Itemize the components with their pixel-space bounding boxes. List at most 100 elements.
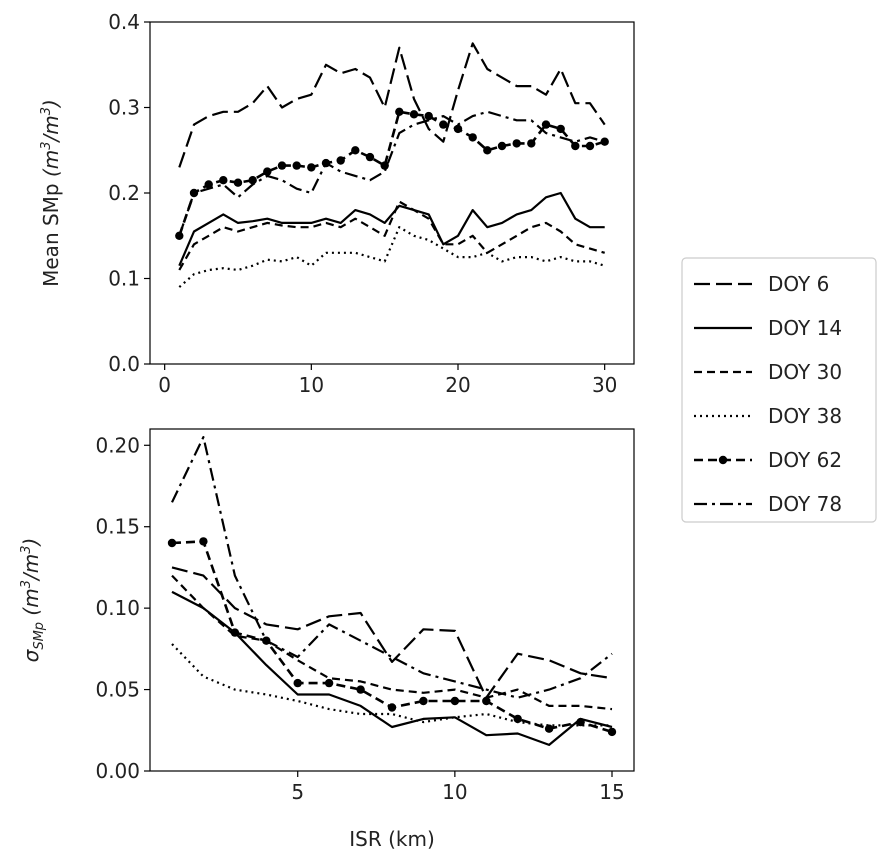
top-y-tick-label: 0.1	[108, 267, 140, 291]
bottom-plot-series-lines	[167, 436, 617, 747]
bottom-y-label-sigma: σ	[19, 648, 43, 662]
legend-label-doy-38: DOY 38	[768, 404, 842, 428]
bottom-doy-62-marker	[513, 714, 522, 724]
legend-frame	[681, 257, 877, 523]
bottom-y-tick-label: 0.10	[95, 596, 140, 620]
top-doy-62-marker	[453, 124, 463, 134]
top-doy-62-marker	[409, 110, 419, 119]
bottom-series-doy-78	[171, 436, 613, 699]
top-y-label-main: Mean SMp	[39, 177, 63, 287]
top-plot-x-ticks: 0 10 20 30	[158, 364, 617, 397]
bottom-doy-62-marker	[167, 538, 177, 548]
top-plot-mean-smp: 0 10 20 30 0.00.10.20.30.4 Mean SMp (m3/m3)	[39, 10, 635, 397]
top-series-doy-14	[178, 191, 605, 267]
bottom-y-tick-label: 0.20	[95, 433, 140, 457]
legend-item-doy-62: DOY 62	[694, 448, 842, 472]
bottom-doy-62-marker	[419, 696, 428, 706]
bottom-x-tick-label: 10	[442, 780, 467, 804]
bottom-y-tick-label: 0.05	[95, 678, 140, 702]
bottom-plot-x-axis-label: ISR (km)	[349, 827, 435, 851]
bottom-doy-62-marker	[199, 537, 208, 546]
top-x-tick-label: 20	[445, 373, 470, 397]
bottom-y-label-sub: SMp	[32, 622, 47, 650]
legend-item-doy-14: DOY 14	[694, 316, 842, 340]
legend-marker-doy-62	[718, 455, 728, 465]
top-series-doy-62	[178, 110, 606, 237]
top-doy-62-marker	[541, 120, 551, 129]
top-doy-62-marker	[336, 156, 345, 165]
bottom-plot-frame	[149, 428, 635, 772]
top-y-tick-label: 0.2	[108, 181, 140, 205]
top-doy-62-marker	[395, 107, 404, 117]
legend-label-doy-14: DOY 14	[768, 316, 842, 340]
top-y-label-sup2: 3	[39, 107, 54, 115]
top-doy-62-marker	[512, 139, 521, 148]
bottom-plot-sigma-smp: 5 10 15 0.00 0.05 0.10 0.15 0.20 ISR (km) σSMp…	[19, 428, 635, 851]
bottom-plot-y-axis-label: σSMp (m3/m3)	[19, 538, 47, 663]
bottom-doy-62-marker	[450, 696, 460, 706]
top-series-doy-38	[178, 226, 606, 288]
top-doy-62-marker	[263, 167, 272, 176]
bottom-plot-x-ticks: 5 10 15	[291, 771, 625, 804]
top-plot-series-lines	[175, 42, 609, 288]
top-doy-62-marker	[527, 139, 536, 148]
top-doy-62-marker	[307, 163, 316, 172]
top-doy-62-marker	[380, 161, 389, 170]
top-series-doy-30	[178, 200, 606, 271]
legend-label-doy-6: DOY 6	[768, 272, 829, 296]
top-y-label-sup1: 3	[39, 141, 54, 149]
top-y-tick-label: 0.4	[108, 10, 140, 34]
top-doy-62-marker	[483, 146, 492, 155]
bottom-y-label-unit-c: )	[19, 538, 43, 548]
top-y-label-unit-b: /m	[39, 115, 63, 143]
top-doy-62-marker	[277, 161, 287, 170]
bottom-doy-62-marker	[230, 628, 240, 637]
top-doy-62-marker	[468, 133, 477, 142]
bottom-doy-62-marker	[482, 696, 491, 706]
top-x-tick-label: 10	[299, 373, 324, 397]
bottom-doy-62-marker	[356, 685, 365, 694]
bottom-doy-62-marker	[387, 703, 397, 712]
bottom-y-tick-label: 0.15	[95, 515, 140, 539]
bottom-doy-62-marker	[576, 717, 585, 727]
top-plot-y-axis-label: Mean SMp (m3/m3)	[39, 99, 63, 287]
bottom-x-tick-label: 15	[599, 780, 624, 804]
bottom-y-tick-label: 0.00	[95, 759, 140, 783]
legend-items: DOY 6 DOY 14 DOY 30 DOY 38 DOY 62 DOY 78	[694, 272, 842, 516]
top-doy-62-marker	[204, 180, 213, 189]
top-doy-62-marker	[571, 141, 580, 151]
top-doy-62-marker	[424, 111, 433, 121]
legend-label-doy-62: DOY 62	[768, 448, 842, 472]
top-y-label-unit-c: )	[39, 99, 63, 109]
bottom-series-doy-14	[171, 590, 613, 747]
bottom-doy-62-marker	[324, 678, 334, 688]
top-y-label-unit-a: (m	[39, 150, 63, 177]
bottom-y-label-unit-a: (m	[19, 588, 43, 622]
bottom-doy-62-marker	[607, 727, 617, 737]
top-series-doy-78	[178, 110, 606, 237]
top-x-tick-label: 0	[158, 373, 171, 397]
top-series-doy-6	[178, 42, 606, 168]
top-doy-62-marker	[585, 141, 595, 151]
top-doy-62-marker	[351, 146, 360, 155]
bottom-doy-62-marker	[544, 724, 554, 733]
top-y-tick-label: 0.0	[108, 352, 140, 376]
top-doy-62-marker	[365, 152, 375, 162]
top-doy-62-marker	[233, 178, 243, 187]
top-doy-62-marker	[497, 141, 507, 151]
bottom-y-label-unit-b: /m	[19, 554, 43, 582]
legend: DOY 6 DOY 14 DOY 30 DOY 38 DOY 62 DOY 78	[681, 257, 877, 523]
top-doy-62-marker	[292, 161, 301, 170]
top-x-tick-label: 30	[592, 373, 617, 397]
legend-label-doy-78: DOY 78	[768, 492, 842, 516]
bottom-doy-62-marker	[293, 678, 302, 688]
bottom-plot-y-ticks: 0.00 0.05 0.10 0.15 0.20	[95, 433, 150, 783]
top-plot-y-ticks: 0.0 0.1 0.2 0.3 0.4	[108, 10, 150, 376]
legend-item-doy-78: DOY 78	[694, 492, 842, 516]
bottom-y-label-sup1: 3	[19, 580, 34, 588]
top-doy-62-marker	[219, 176, 228, 185]
bottom-series-doy-30	[171, 574, 613, 711]
top-y-tick-label: 0.3	[108, 96, 140, 120]
top-doy-62-marker	[556, 124, 565, 134]
legend-item-doy-30: DOY 30	[694, 360, 842, 384]
